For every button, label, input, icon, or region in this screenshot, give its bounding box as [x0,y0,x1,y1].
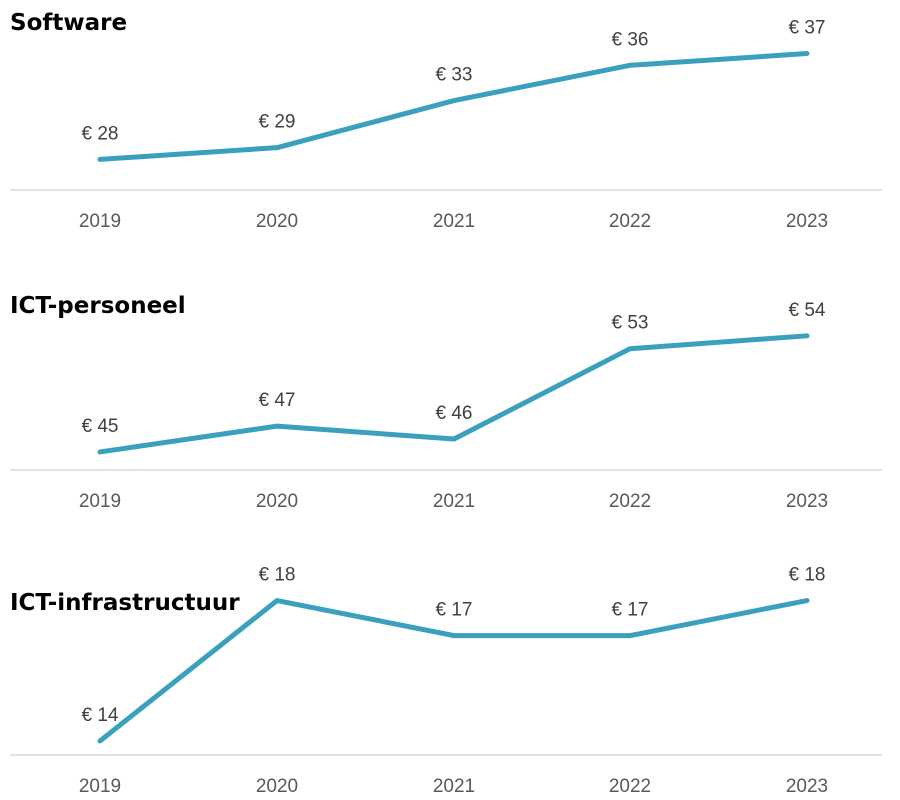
data-label: € 18 [259,565,296,586]
series-line [97,333,810,455]
x-tick-label: 2019 [79,491,121,512]
data-label: € 47 [259,390,296,411]
x-tick-label: 2023 [786,211,828,232]
x-tick-label: 2021 [433,491,475,512]
data-label: € 17 [612,600,649,621]
data-label: € 17 [436,600,473,621]
x-tick-label: 2022 [609,776,651,797]
x-tick-label: 2019 [79,776,121,797]
chart-title: ICT-infrastructuur [10,590,240,616]
data-label: € 28 [82,123,119,144]
data-label: € 46 [436,403,473,424]
data-label: € 53 [612,313,649,334]
data-label: € 54 [789,300,826,321]
x-tick-label: 2021 [433,776,475,797]
x-tick-label: 2022 [609,491,651,512]
data-label: € 33 [436,65,473,86]
chart-title: Software [10,10,127,36]
x-tick-label: 2020 [256,211,298,232]
chart-title: ICT-personeel [10,293,186,319]
data-label: € 36 [612,29,649,50]
x-tick-label: 2020 [256,776,298,797]
x-tick-label: 2019 [79,211,121,232]
x-tick-label: 2020 [256,491,298,512]
x-tick-label: 2022 [609,211,651,232]
data-label: € 29 [259,112,296,133]
data-label: € 18 [789,565,826,586]
data-label: € 45 [82,416,119,437]
data-label: € 37 [789,18,826,39]
x-tick-label: 2023 [786,491,828,512]
x-tick-label: 2023 [786,776,828,797]
series-line [97,598,810,744]
x-tick-label: 2021 [433,211,475,232]
data-label: € 14 [82,705,119,726]
